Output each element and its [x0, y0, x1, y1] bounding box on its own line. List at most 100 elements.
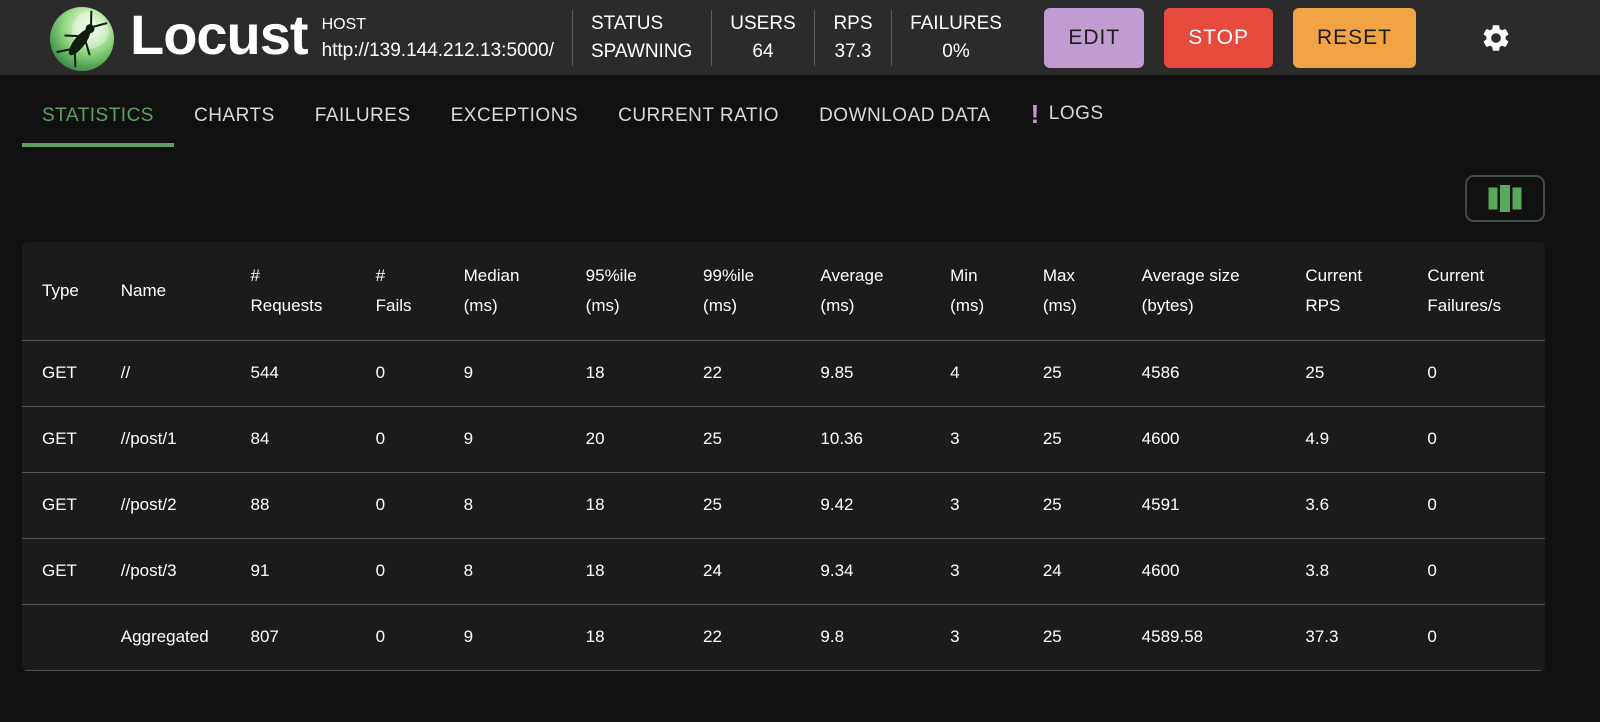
table-cell: 3	[930, 471, 1023, 538]
table-cell: GET	[22, 405, 101, 472]
table-cell: 25	[683, 405, 801, 472]
settings-gear-icon[interactable]	[1480, 22, 1512, 54]
failures-label: FAILURES	[910, 12, 1002, 34]
table-cell: 807	[230, 603, 356, 671]
nav-tabbar: STATISTICS CHARTS FAILURES EXCEPTIONS CU…	[0, 75, 1600, 147]
column-header[interactable]: # Fails	[375, 265, 412, 315]
tab-charts[interactable]: CHARTS	[174, 97, 295, 147]
table-cell: 22	[683, 603, 801, 671]
column-header[interactable]: # Requests	[250, 265, 323, 315]
table-row: GET//544 0 9 18 22 9.85 4 25 4586 25 0	[22, 339, 1545, 406]
tab-statistics[interactable]: STATISTICS	[22, 97, 174, 147]
table-cell: 0	[355, 405, 444, 472]
status-block: STATUS SPAWNING	[591, 10, 693, 66]
host-label: HOST	[321, 15, 367, 33]
column-selector-button[interactable]	[1465, 175, 1545, 222]
table-cell: 8	[443, 537, 566, 604]
table-cell: 0	[1407, 537, 1545, 604]
table-cell: 3	[930, 537, 1023, 604]
table-cell: 8	[443, 471, 566, 538]
table-cell: 544	[230, 339, 356, 406]
table-row: GET//post/2 88 0 8 18 25 9.42 3 25 4591 3.6 0	[22, 471, 1545, 538]
column-header[interactable]: 95%ile (ms)	[585, 265, 637, 315]
table-cell: //	[100, 339, 231, 406]
table-toolbar	[0, 175, 1600, 222]
table-cell: 0	[1407, 603, 1545, 671]
table-cell: 3	[930, 603, 1023, 671]
locust-logo-icon	[50, 6, 114, 71]
table-cell: 84	[230, 405, 356, 472]
app-title: Locust	[130, 2, 309, 66]
column-header[interactable]: Max (ms)	[1042, 265, 1077, 315]
table-row: GET//post/1 84 0 9 20 25 10.36 3 25 4600 4.9 0	[22, 405, 1545, 472]
table-cell: 4.9	[1285, 405, 1408, 472]
tab-current-ratio[interactable]: CURRENT RATIO	[598, 97, 799, 147]
table-cell: 0	[355, 537, 444, 604]
divider	[572, 9, 573, 66]
table-cell: 4	[930, 339, 1023, 406]
table-cell: 18	[565, 603, 684, 671]
status-value: SPAWNING	[591, 40, 693, 62]
table-cell: 4586	[1121, 339, 1286, 406]
logs-alert-icon: !	[1030, 99, 1040, 129]
failures-percent: 0%	[942, 40, 970, 62]
table-cell: //post/2	[100, 471, 231, 538]
tab-label: DOWNLOAD DATA	[819, 105, 991, 126]
tab-label: CURRENT RATIO	[618, 105, 780, 126]
table-cell: 22	[683, 339, 801, 406]
table-cell: 4600	[1121, 405, 1286, 472]
column-header[interactable]: Median (ms)	[463, 265, 520, 315]
tab-label: LOGS	[1048, 103, 1104, 124]
table-cell: 9.42	[800, 471, 931, 538]
table-cell: 25	[683, 471, 801, 538]
table-row: GET//post/3 91 0 8 18 24 9.34 3 24 4600 3.8 0	[22, 537, 1545, 604]
tab-logs[interactable]: ! LOGS	[1011, 93, 1124, 147]
table-cell: Aggregated	[100, 603, 231, 671]
table-cell: 9.8	[800, 603, 931, 671]
column-header[interactable]: Average size (bytes)	[1141, 265, 1240, 315]
tab-failures[interactable]: FAILURES	[295, 97, 431, 147]
table-cell: 9	[443, 339, 566, 406]
table-cell: 18	[565, 471, 684, 538]
stop-button[interactable]: STOP	[1164, 7, 1273, 68]
divider	[891, 9, 892, 66]
table-cell: 9.85	[800, 339, 931, 406]
host-info: HOST http://139.144.212.13:5000/	[322, 12, 554, 64]
table-cell: 4591	[1121, 471, 1286, 538]
app-header: Locust HOST http://139.144.212.13:5000/ …	[0, 0, 1600, 75]
table-cell: 9.34	[800, 537, 931, 604]
table-cell: 24	[1022, 537, 1122, 604]
table-row: Aggregated 807 0 9 18 22 9.8 3 25 4589.58 37.3 0	[22, 603, 1545, 671]
table-cell: 25	[1022, 603, 1122, 671]
divider	[814, 9, 815, 66]
table-cell: 3	[930, 405, 1023, 472]
table-cell: 18	[565, 537, 684, 604]
column-header[interactable]: Name	[120, 280, 167, 300]
table-cell: 18	[565, 339, 684, 406]
statistics-table-panel: Type Name # Requests # Fails Median (ms) 95%i…	[22, 242, 1545, 671]
column-header[interactable]: 99%ile (ms)	[703, 265, 755, 315]
table-cell: 0	[355, 339, 444, 406]
column-header[interactable]: Min (ms)	[950, 265, 985, 315]
table-cell: 3.8	[1285, 537, 1408, 604]
tab-download-data[interactable]: DOWNLOAD DATA	[799, 97, 1011, 147]
table-cell: 0	[1407, 339, 1545, 406]
users-count: 64	[752, 40, 774, 62]
rps-block: RPS 37.3	[833, 10, 873, 66]
table-cell: 9	[443, 603, 566, 671]
failures-block: FAILURES 0%	[910, 10, 1002, 66]
column-header[interactable]: Average (ms)	[820, 265, 884, 315]
column-header[interactable]: Type	[42, 280, 79, 300]
edit-button[interactable]: EDIT	[1044, 7, 1145, 68]
tab-label: STATISTICS	[42, 105, 154, 126]
table-cell: //post/3	[100, 537, 231, 604]
table-cell: 0	[1407, 405, 1545, 472]
column-header[interactable]: Current RPS	[1305, 265, 1363, 315]
table-header-row: Type Name # Requests # Fails Median (ms) 95%i…	[22, 242, 1545, 340]
table-cell: 37.3	[1285, 603, 1408, 671]
tab-exceptions[interactable]: EXCEPTIONS	[431, 97, 598, 147]
column-header[interactable]: Current Failures/s	[1427, 265, 1502, 315]
reset-button[interactable]: RESET	[1292, 7, 1416, 68]
rps-label: RPS	[833, 12, 873, 34]
table-cell: 10.36	[800, 405, 931, 472]
